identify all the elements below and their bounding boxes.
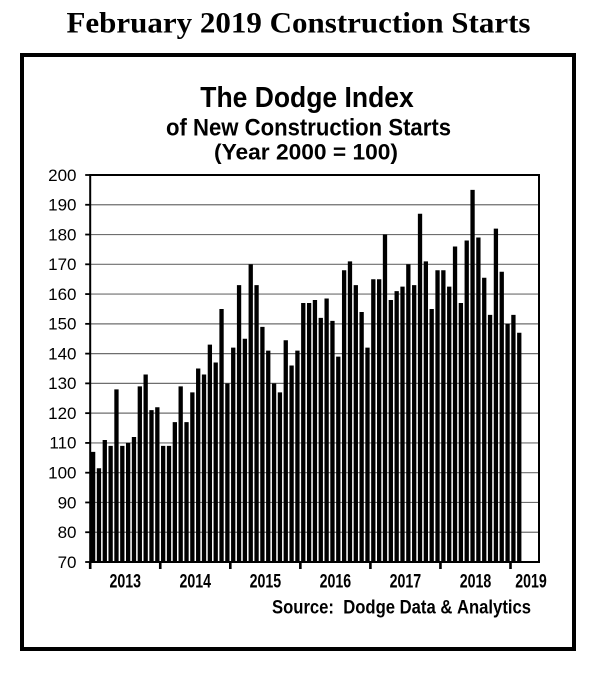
svg-text:130: 130 bbox=[48, 374, 76, 393]
svg-text:2014: 2014 bbox=[180, 571, 212, 593]
svg-text:of New Construction Starts: of New Construction Starts bbox=[166, 116, 451, 142]
svg-text:120: 120 bbox=[48, 404, 76, 423]
svg-text:February 2019 Construction Sta: February 2019 Construction Starts bbox=[67, 8, 531, 40]
svg-text:2017: 2017 bbox=[390, 571, 422, 593]
svg-text:80: 80 bbox=[58, 523, 77, 542]
svg-text:160: 160 bbox=[48, 285, 76, 304]
svg-text:(Year 2000 = 100): (Year 2000 = 100) bbox=[214, 140, 398, 165]
svg-text:2015: 2015 bbox=[250, 571, 282, 593]
svg-text:150: 150 bbox=[48, 315, 76, 334]
svg-text:2016: 2016 bbox=[320, 571, 352, 593]
svg-text:170: 170 bbox=[48, 255, 76, 274]
svg-text:Source: Dodge Data & Analytic: Source: Dodge Data & Analytics bbox=[272, 597, 531, 619]
svg-text:140: 140 bbox=[48, 344, 76, 363]
svg-text:190: 190 bbox=[48, 196, 76, 215]
svg-text:90: 90 bbox=[58, 493, 77, 512]
svg-text:180: 180 bbox=[48, 225, 76, 244]
svg-text:200: 200 bbox=[48, 166, 76, 185]
svg-text:100: 100 bbox=[48, 463, 76, 482]
svg-text:The Dodge Index: The Dodge Index bbox=[200, 82, 414, 114]
svg-text:2013: 2013 bbox=[109, 571, 141, 593]
svg-text:70: 70 bbox=[58, 553, 77, 572]
svg-text:110: 110 bbox=[49, 434, 76, 453]
svg-text:2019: 2019 bbox=[515, 571, 547, 593]
svg-text:2018: 2018 bbox=[460, 571, 492, 593]
